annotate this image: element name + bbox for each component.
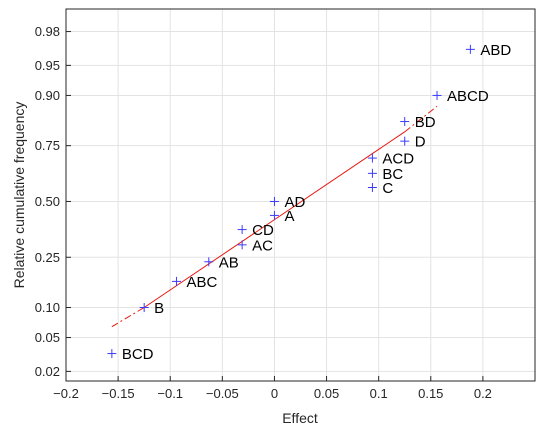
data-point: ABC (171, 274, 217, 291)
x-tick-label: 0.1 (370, 386, 388, 401)
y-axis-ticks: 0.02 0.05 0.10 0.25 0.50 0.75 0.90 0.95 0.98 (35, 24, 71, 379)
data-point: B (139, 300, 164, 317)
data-point: AB (204, 254, 239, 271)
y-tick-label: 0.05 (35, 330, 60, 345)
axes-box (65, 8, 536, 382)
point-label: AC (252, 237, 273, 254)
point-label: ABD (480, 42, 511, 59)
data-point: A (269, 208, 294, 225)
x-tick-label: 0.05 (314, 386, 339, 401)
y-tick-label: 0.90 (35, 88, 60, 103)
x-axis-ticks: −0.2 −0.15 −0.1 −0.05 0 0.05 0.1 0.15 0.2 (53, 376, 492, 401)
point-label: CD (252, 222, 274, 239)
x-tick-label: −0.1 (157, 386, 183, 401)
data-point: AD (269, 194, 305, 211)
x-tick-label: 0 (271, 386, 278, 401)
data-point: BCD (107, 346, 154, 363)
y-tick-label: 0.25 (35, 250, 60, 265)
point-label: BD (415, 114, 436, 131)
fit-line-extension-right (404, 105, 438, 133)
y-tick-label: 0.02 (35, 364, 60, 379)
x-tick-label: 0.15 (418, 386, 443, 401)
data-point: ABCD (432, 88, 489, 105)
point-label: BCD (122, 346, 154, 363)
data-point: BD (400, 114, 436, 131)
point-label: A (284, 208, 294, 225)
point-label: AD (284, 194, 305, 211)
y-axis-title: Relative cumulative frequency (11, 102, 27, 289)
x-tick-label: 0.2 (474, 386, 492, 401)
y-tick-label: 0.95 (35, 58, 60, 73)
y-tick-label: 0.98 (35, 24, 60, 39)
point-label: ABC (186, 274, 217, 291)
x-tick-label: −0.2 (53, 386, 79, 401)
x-tick-label: −0.05 (206, 386, 239, 401)
data-point: C (367, 180, 393, 197)
y-tick-label: 0.10 (35, 300, 60, 315)
data-point: BC (367, 166, 403, 183)
y-tick-label: 0.75 (35, 138, 60, 153)
point-label: ABCD (447, 88, 489, 105)
point-label: ACD (382, 151, 414, 168)
point-label: D (415, 134, 426, 151)
data-point: ACD (367, 151, 414, 168)
data-point: AC (237, 237, 273, 254)
fit-line-extension-left (111, 307, 145, 328)
point-label: C (382, 180, 393, 197)
x-tick-label: −0.15 (102, 386, 135, 401)
y-tick-label: 0.50 (35, 194, 60, 209)
point-label: B (154, 300, 164, 317)
data-point: D (400, 134, 426, 151)
data-point: ABD (465, 42, 511, 59)
point-label: AB (219, 254, 239, 271)
x-axis-title: Effect (282, 410, 318, 426)
point-label: BC (382, 166, 403, 183)
data-point: CD (237, 222, 274, 239)
